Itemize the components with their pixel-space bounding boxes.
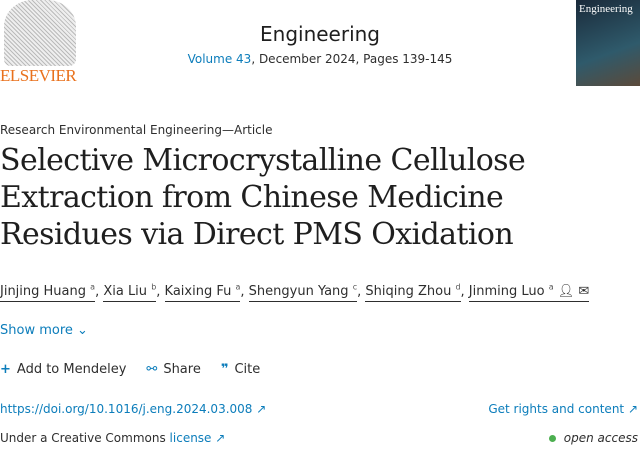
article-title: Selective Microcrystalline Cellulose Ext… bbox=[0, 143, 526, 252]
mendeley-label: Add to Mendeley bbox=[16, 362, 127, 377]
author-name: Shengyun Yang bbox=[248, 284, 349, 300]
author-link[interactable]: Kaixing Fu a bbox=[164, 283, 241, 303]
issue-details: , December 2024, Pages 139-145 bbox=[251, 52, 453, 66]
author-link[interactable]: Jinjing Huang a bbox=[0, 283, 96, 303]
author-link[interactable]: Xia Liu b bbox=[103, 283, 157, 303]
rights-link[interactable]: Get rights and content ↗ bbox=[488, 402, 638, 416]
author-link[interactable]: Shengyun Yang c bbox=[248, 283, 358, 303]
publisher-name: ELSEVIER bbox=[0, 66, 77, 85]
doi-text: https://doi.org/10.1016/j.eng.2024.03.00… bbox=[0, 402, 253, 416]
rights-text: Get rights and content bbox=[488, 402, 625, 416]
journal-header: Engineering Volume 43, December 2024, Pa… bbox=[160, 22, 480, 66]
open-access-label: open access bbox=[563, 431, 638, 445]
author-name: Xia Liu bbox=[103, 284, 148, 300]
open-access-dot-icon bbox=[548, 435, 556, 442]
author-link[interactable]: Jinming Luo a 👤︎ ✉ bbox=[468, 283, 590, 303]
person-email-icon: 👤︎ ✉ bbox=[553, 284, 590, 300]
license-prefix: Under a Creative Commons bbox=[0, 431, 170, 445]
cover-title: Engineering bbox=[579, 3, 633, 15]
chevron-down-icon: ⌄ bbox=[77, 323, 88, 338]
tree-logo-icon bbox=[4, 0, 76, 66]
author-name: Jinjing Huang bbox=[0, 284, 87, 300]
affiliation-marker: a bbox=[90, 283, 96, 292]
affiliation-marker: a bbox=[235, 283, 241, 292]
article-actions: + Add to Mendeley ⚯ Share ❞ Cite bbox=[0, 362, 260, 377]
open-access-badge: open access bbox=[548, 431, 638, 445]
license-link[interactable]: license ↗ bbox=[169, 431, 226, 445]
author-name: Jinming Luo bbox=[468, 284, 545, 300]
plus-icon: + bbox=[0, 362, 11, 377]
license-line: Under a Creative Commons license ↗ bbox=[0, 431, 225, 445]
volume-link[interactable]: Volume 43 bbox=[187, 52, 252, 66]
show-more-button[interactable]: Show more ⌄ bbox=[0, 323, 88, 338]
affiliation-marker: d bbox=[455, 283, 461, 292]
license-link-text: license bbox=[169, 431, 212, 445]
share-label: Share bbox=[163, 362, 201, 377]
affiliation-marker: b bbox=[151, 283, 157, 292]
doi-link[interactable]: https://doi.org/10.1016/j.eng.2024.03.00… bbox=[0, 402, 267, 416]
cite-button[interactable]: ❞ Cite bbox=[221, 362, 260, 377]
article-type: Research Environmental Engineering—Artic… bbox=[0, 123, 273, 137]
author-list: Jinjing Huang a, Xia Liu b, Kaixing Fu a… bbox=[0, 283, 590, 303]
cite-label: Cite bbox=[234, 362, 261, 377]
affiliation-marker: c bbox=[352, 283, 358, 292]
journal-cover[interactable]: Engineering bbox=[576, 0, 640, 86]
author-name: Shiqing Zhou bbox=[365, 284, 452, 300]
affiliation-marker: a bbox=[548, 283, 554, 292]
author-link[interactable]: Shiqing Zhou d bbox=[365, 283, 461, 303]
elsevier-logo[interactable]: ELSEVIER bbox=[0, 0, 80, 88]
quote-icon: ❞ bbox=[220, 362, 229, 377]
share-button[interactable]: ⚯ Share bbox=[146, 362, 200, 377]
share-icon: ⚯ bbox=[146, 362, 158, 377]
add-to-mendeley-button[interactable]: + Add to Mendeley bbox=[0, 362, 126, 377]
author-name: Kaixing Fu bbox=[164, 284, 232, 300]
journal-title[interactable]: Engineering bbox=[260, 22, 380, 46]
show-more-label: Show more bbox=[0, 323, 73, 338]
